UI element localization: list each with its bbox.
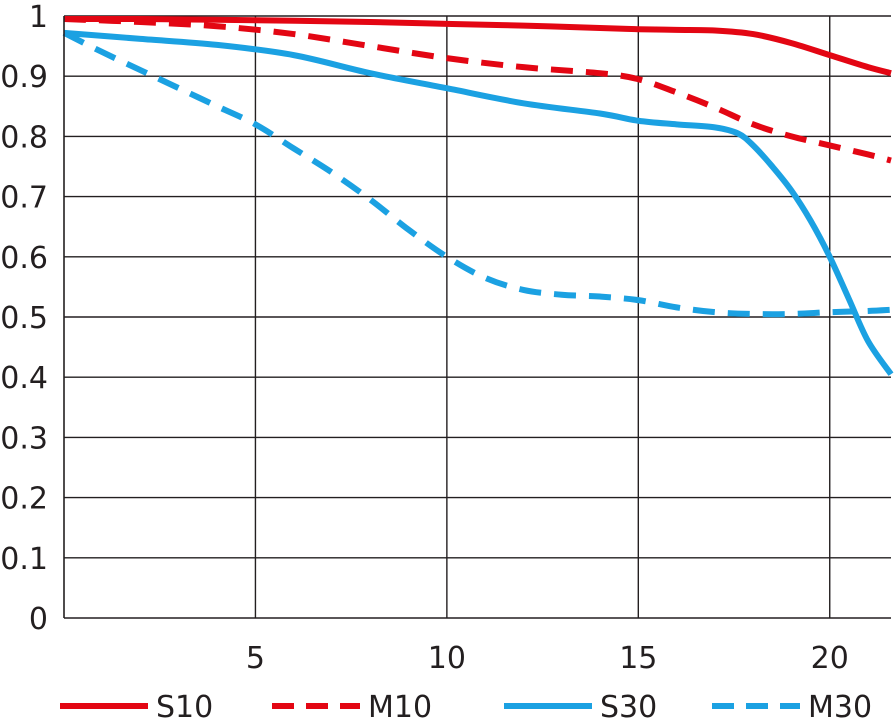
x-tick-labels: 5 10 15 20 (246, 641, 849, 676)
y-tick-label: 0.4 (0, 361, 48, 396)
y-tick-label: 0.8 (0, 120, 48, 155)
axes (63, 16, 891, 619)
series-lines (62, 15, 894, 376)
x-tick-label: 5 (246, 641, 265, 676)
y-tick-label: 0.2 (0, 482, 48, 517)
legend: S10 M10 S30 M30 (60, 690, 872, 725)
y-tick-label: 0.1 (0, 542, 48, 577)
legend-item-s10: S10 (60, 690, 213, 725)
legend-label: S10 (156, 690, 213, 725)
series-line-s30 (63, 29, 894, 376)
y-tick-label: 1 (29, 0, 48, 35)
grid (64, 15, 891, 618)
y-tick-label: 0.9 (0, 60, 48, 95)
series-line-s10 (63, 15, 892, 77)
y-tick-label: 0 (29, 602, 48, 637)
y-tick-labels: 0 0.1 0.2 0.3 0.4 0.5 0.6 0.7 0.8 0.9 1 (0, 0, 48, 637)
series-line-m10 (63, 16, 892, 164)
series-line-m30 (62, 30, 892, 318)
legend-label: S30 (600, 690, 657, 725)
y-tick-label: 0.7 (0, 181, 48, 216)
x-tick-label: 10 (428, 641, 466, 676)
y-tick-label: 0.5 (0, 301, 48, 336)
legend-label: M10 (368, 690, 432, 725)
legend-item-s30: S30 (504, 690, 657, 725)
x-tick-label: 15 (619, 641, 657, 676)
legend-item-m30: M30 (712, 690, 872, 725)
x-tick-label: 20 (811, 641, 849, 676)
legend-item-m10: M10 (272, 690, 432, 725)
y-tick-label: 0.6 (0, 241, 48, 276)
y-tick-label: 0.3 (0, 421, 48, 456)
legend-label: M30 (808, 690, 872, 725)
